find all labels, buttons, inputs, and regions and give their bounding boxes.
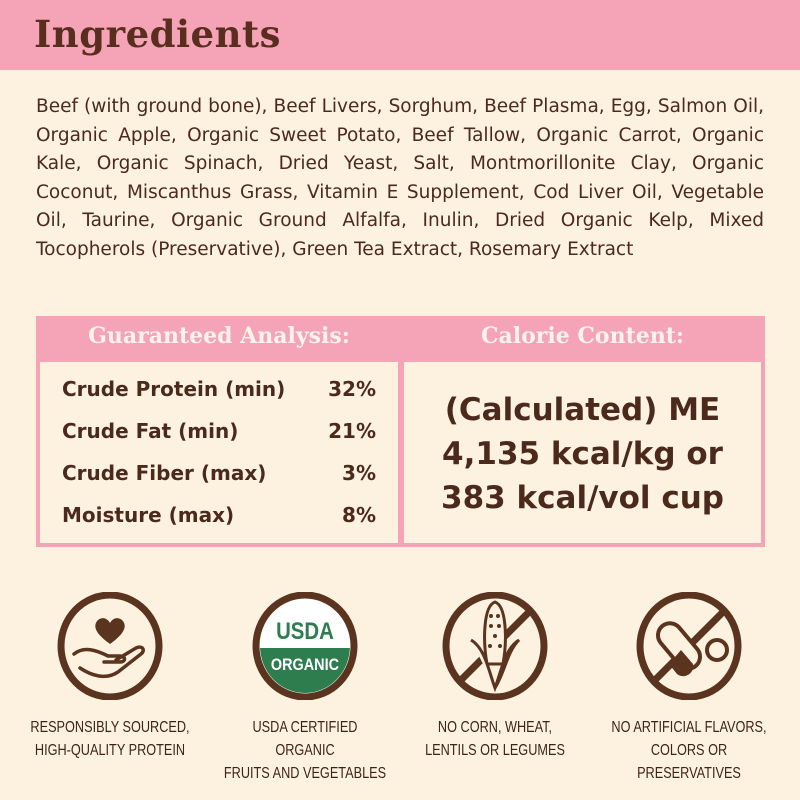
row-label: Crude Fat (min): [62, 419, 239, 443]
analysis-row: Moisture (max) 8%: [62, 503, 376, 527]
calorie-text: (Calculated) ME 4,135 kcal/kg or 383 kca…: [404, 388, 761, 520]
header-band: Ingredients: [0, 0, 800, 70]
svg-text:USDA: USDA: [276, 617, 334, 644]
row-label: Crude Fiber (max): [62, 461, 267, 485]
analysis-row: Crude Fiber (max) 3%: [62, 461, 376, 485]
badge-caption: USDA CERTIFIED ORGANIC FRUITS AND VEGETAB…: [223, 719, 387, 782]
usda-organic-seal: USDA ORGANIC: [252, 592, 358, 700]
ingredients-list: Beef (with ground bone), Beef Livers, So…: [36, 96, 764, 260]
heart-in-hand-icon: [57, 592, 163, 700]
row-value: 3%: [342, 461, 376, 485]
analysis-row: Crude Fat (min) 21%: [62, 419, 376, 443]
row-value: 32%: [328, 377, 376, 401]
analysis-row: Crude Protein (min) 32%: [62, 377, 376, 401]
analysis-table: Crude Protein (min) 32% Crude Fat (min) 21…: [40, 362, 398, 543]
badge-caption: NO ARTIFICIAL FLAVORS, COLORS OR PRESERVA…: [611, 719, 767, 782]
no-corn-icon: [442, 592, 548, 700]
calorie-cell: (Calculated) ME 4,135 kcal/kg or 383 kca…: [404, 362, 761, 543]
row-label: Crude Protein (min): [62, 377, 286, 401]
row-value: 21%: [328, 419, 376, 443]
no-pills-icon: [636, 592, 742, 700]
row-label: Moisture (max): [62, 503, 235, 527]
row-value: 8%: [342, 503, 376, 527]
calorie-line: 4,135 kcal/kg or: [442, 436, 723, 472]
analysis-title: Guaranteed Analysis:: [88, 323, 350, 349]
nutrition-box: Guaranteed Analysis: Calorie Content: Cr…: [36, 316, 765, 547]
page-title: Ingredients: [34, 12, 281, 56]
calorie-line: (Calculated) ME: [444, 392, 721, 428]
calorie-title: Calorie Content:: [480, 323, 685, 349]
calorie-line: 383 kcal/vol cup: [441, 480, 724, 516]
badge-caption: RESPONSIBLY SOURCED, HIGH-QUALITY PROTEIN: [30, 719, 190, 759]
badge-caption: NO CORN, WHEAT, LENTILS OR LEGUMES: [425, 719, 565, 759]
svg-text:ORGANIC: ORGANIC: [271, 656, 339, 674]
